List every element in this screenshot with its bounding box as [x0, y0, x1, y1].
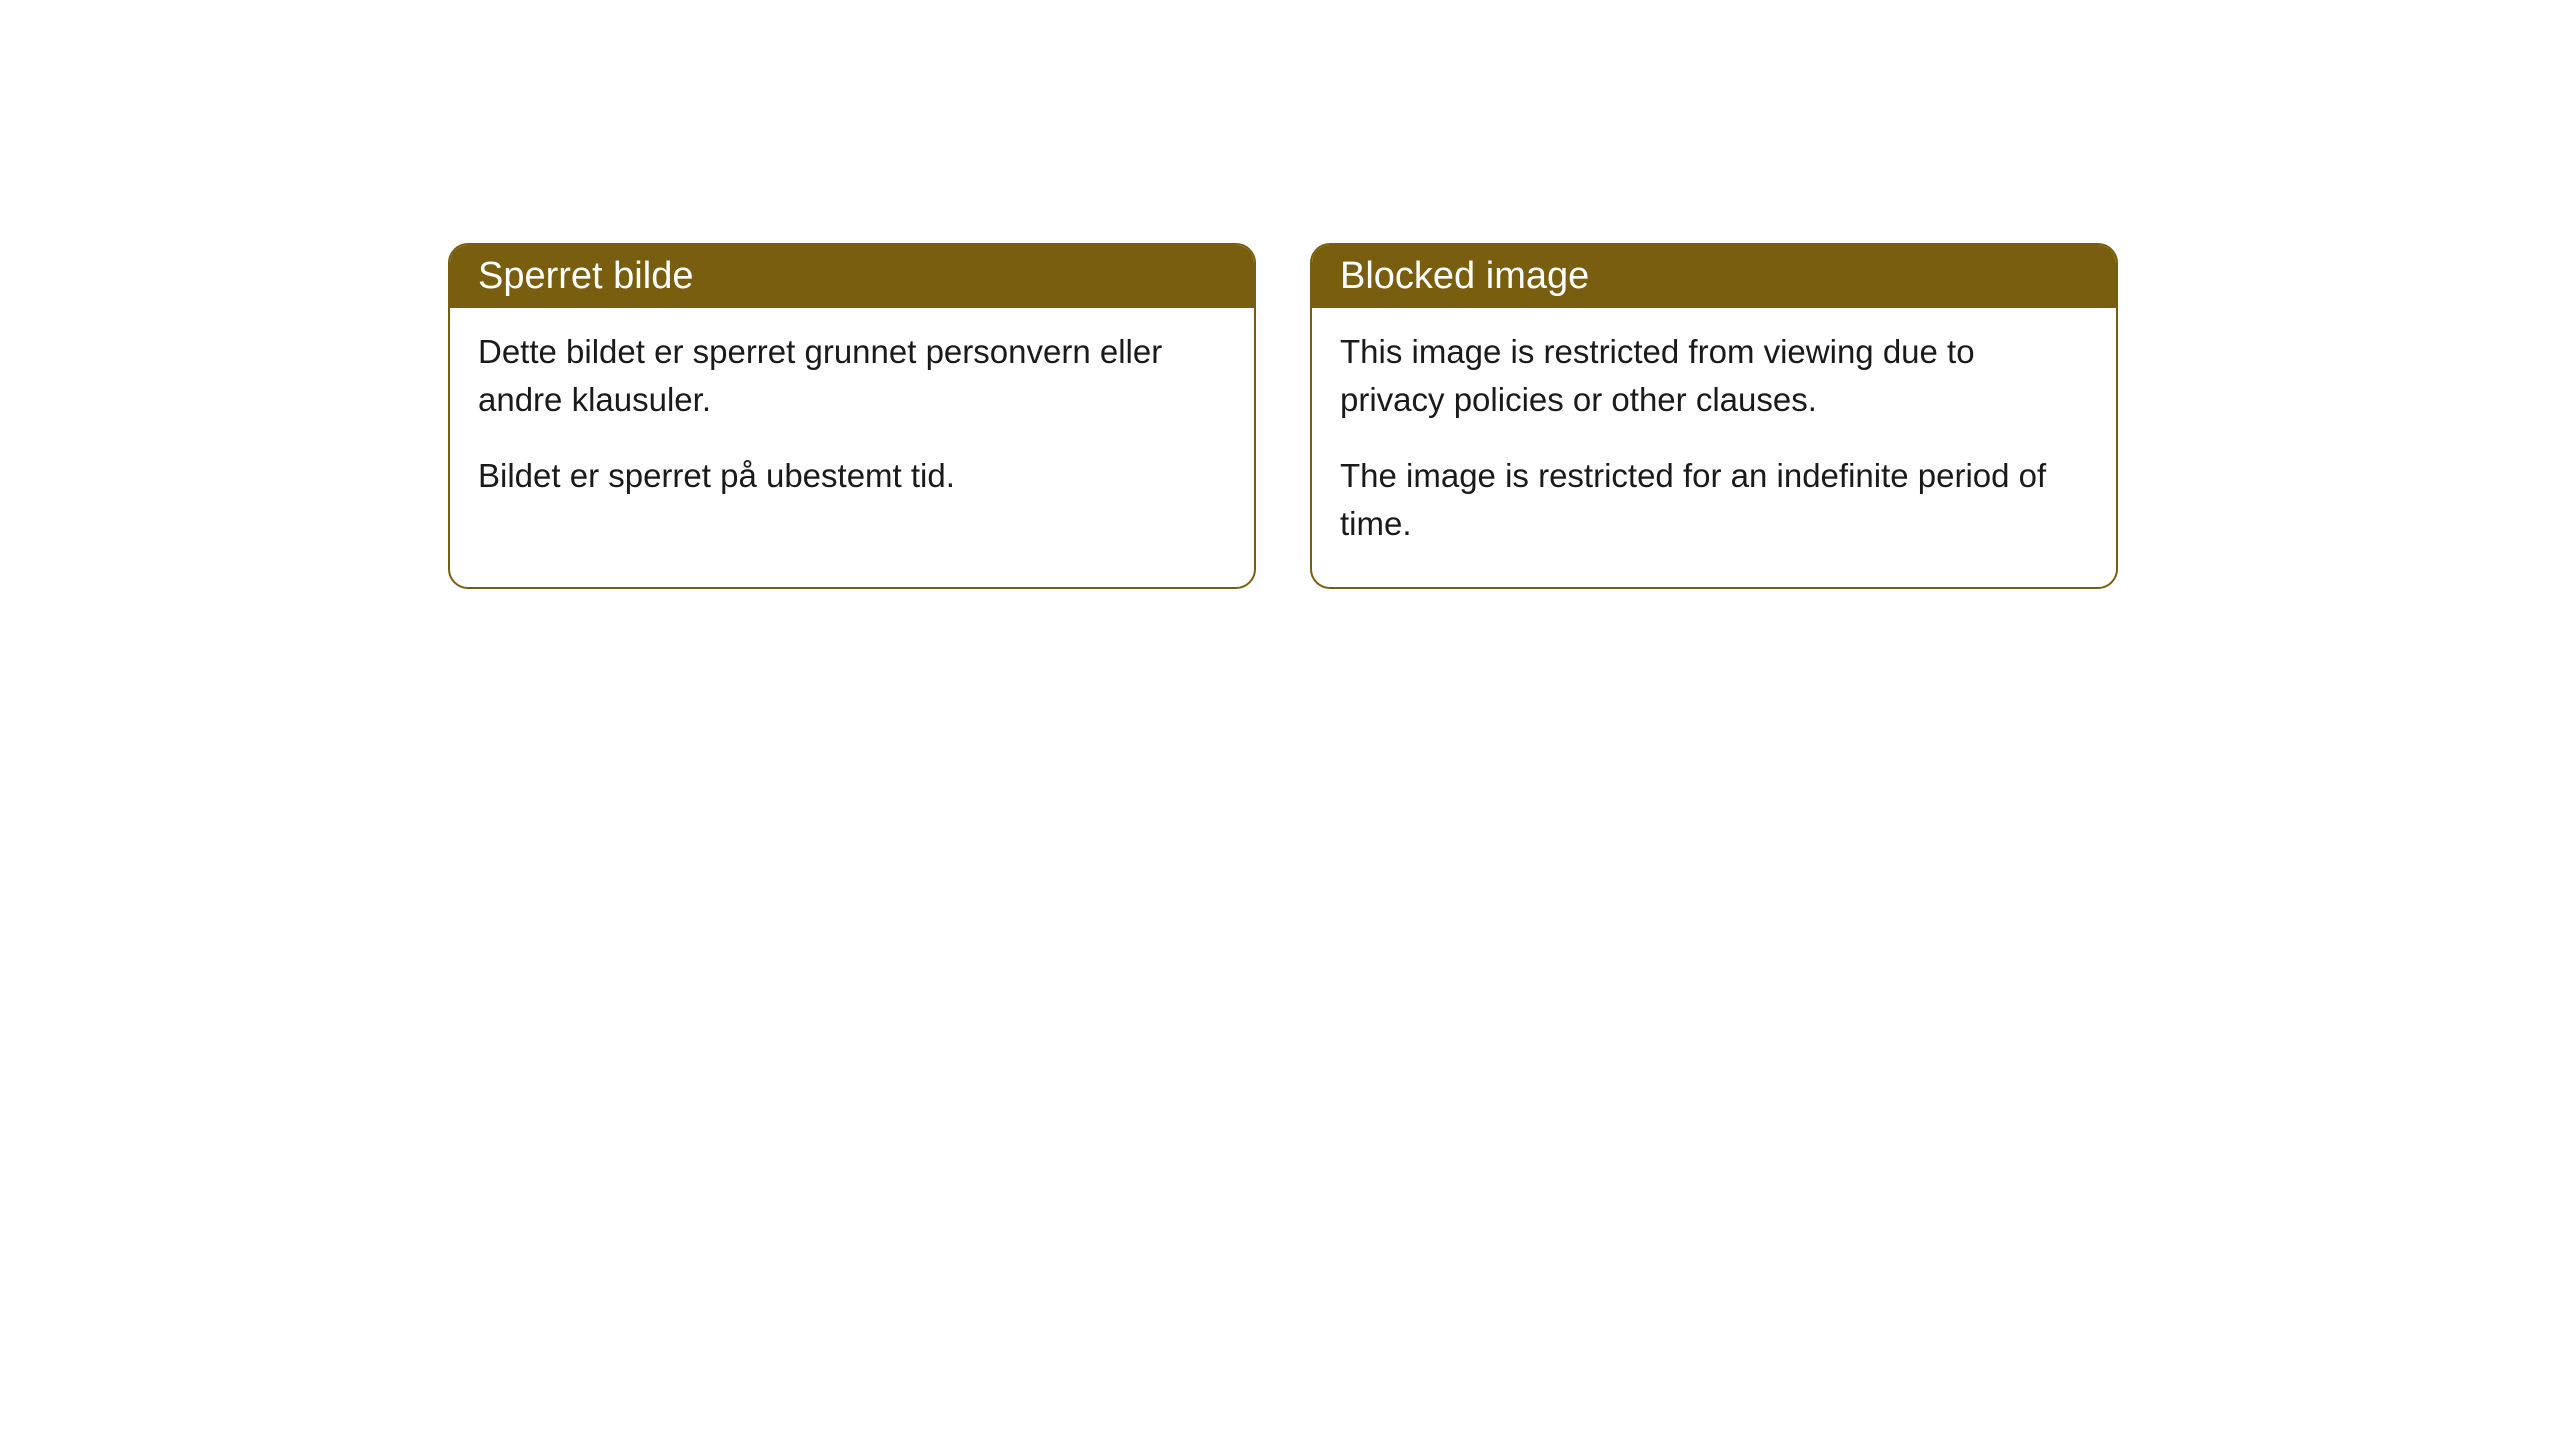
card-paragraph: Dette bildet er sperret grunnet personve…: [478, 328, 1226, 424]
card-header: Blocked image: [1312, 245, 2116, 308]
card-header: Sperret bilde: [450, 245, 1254, 308]
card-paragraph: The image is restricted for an indefinit…: [1340, 452, 2088, 548]
card-body: This image is restricted from viewing du…: [1312, 308, 2116, 587]
card-body: Dette bildet er sperret grunnet personve…: [450, 308, 1254, 540]
notice-card-english: Blocked image This image is restricted f…: [1310, 243, 2118, 589]
card-paragraph: This image is restricted from viewing du…: [1340, 328, 2088, 424]
card-title: Sperret bilde: [478, 255, 693, 297]
notice-card-norwegian: Sperret bilde Dette bildet er sperret gr…: [448, 243, 1256, 589]
notice-cards-container: Sperret bilde Dette bildet er sperret gr…: [448, 243, 2118, 589]
card-paragraph: Bildet er sperret på ubestemt tid.: [478, 452, 1226, 500]
card-title: Blocked image: [1340, 255, 1589, 297]
